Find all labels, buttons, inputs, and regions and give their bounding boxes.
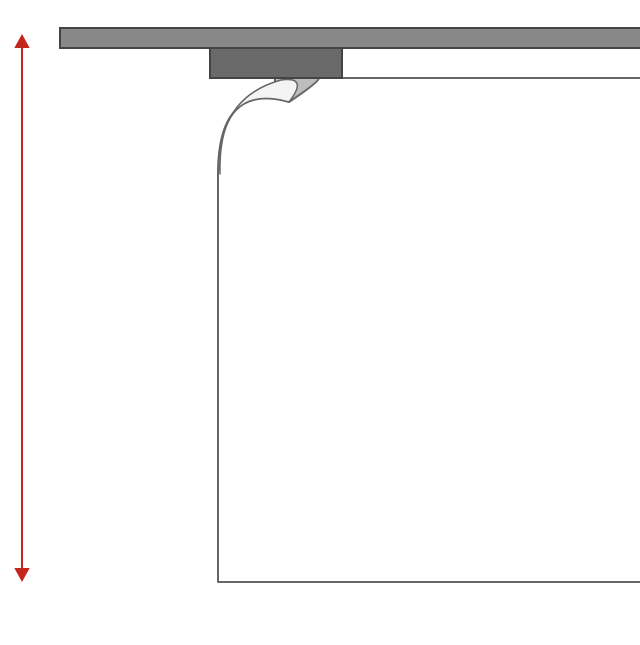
measurement-diagram [0,0,640,640]
diagram-svg [0,0,640,640]
